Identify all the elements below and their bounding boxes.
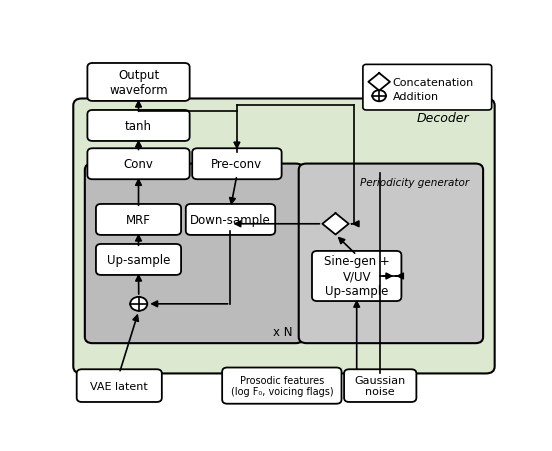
Circle shape (372, 91, 386, 102)
FancyBboxPatch shape (312, 251, 401, 301)
Text: Conv: Conv (124, 158, 153, 171)
FancyBboxPatch shape (192, 149, 282, 180)
Text: Addition: Addition (393, 92, 439, 101)
Circle shape (130, 297, 147, 311)
FancyBboxPatch shape (344, 369, 416, 402)
Text: x N: x N (273, 326, 293, 338)
Text: Concatenation: Concatenation (393, 78, 474, 87)
FancyBboxPatch shape (186, 204, 275, 235)
Text: Periodicity generator: Periodicity generator (360, 177, 469, 187)
Text: Output
waveform: Output waveform (109, 69, 168, 97)
Text: MRF: MRF (126, 213, 151, 226)
FancyBboxPatch shape (299, 164, 483, 343)
Text: Sine-gen +
V/UV
Up-sample: Sine-gen + V/UV Up-sample (324, 255, 390, 298)
FancyBboxPatch shape (77, 369, 162, 402)
Polygon shape (368, 74, 390, 92)
Text: Prosodic features
(log F₀, voicing flags): Prosodic features (log F₀, voicing flags… (231, 375, 333, 396)
Text: Decoder: Decoder (416, 111, 469, 124)
FancyBboxPatch shape (87, 149, 190, 180)
Text: Gaussian
noise: Gaussian noise (354, 375, 406, 396)
FancyBboxPatch shape (87, 64, 190, 101)
Text: Up-sample: Up-sample (107, 253, 170, 267)
Text: Down-sample: Down-sample (190, 213, 271, 226)
FancyBboxPatch shape (73, 99, 495, 373)
FancyBboxPatch shape (222, 368, 342, 404)
Text: VAE latent: VAE latent (91, 381, 148, 391)
Text: tanh: tanh (125, 120, 152, 133)
FancyBboxPatch shape (96, 244, 181, 275)
FancyBboxPatch shape (363, 65, 492, 111)
Polygon shape (322, 214, 349, 235)
FancyBboxPatch shape (87, 111, 190, 142)
FancyBboxPatch shape (85, 164, 304, 343)
FancyBboxPatch shape (96, 204, 181, 235)
Text: Pre-conv: Pre-conv (211, 158, 262, 171)
